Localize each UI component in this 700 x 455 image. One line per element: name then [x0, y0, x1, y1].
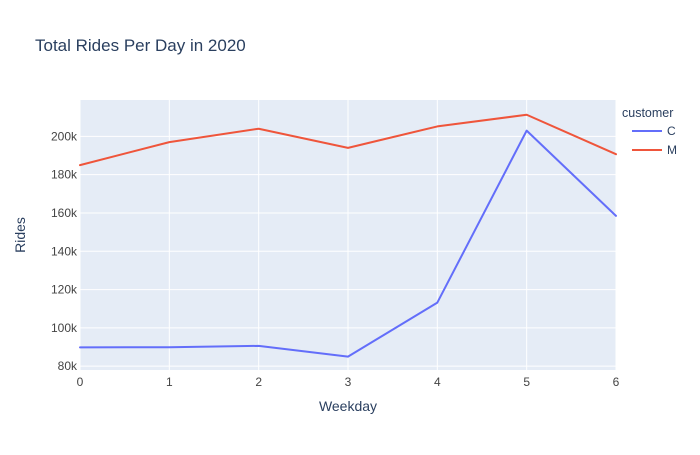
x-axis-ticks: 0 1 2 3 4 5 6 — [77, 375, 620, 389]
x-tick-label: 6 — [613, 375, 620, 389]
x-tick-label: 2 — [255, 375, 262, 389]
legend-label-m: M — [667, 143, 677, 157]
grid-lines — [79, 100, 617, 370]
y-tick-label: 160k — [51, 206, 78, 220]
y-axis-ticks: 80k 100k 120k 140k 160k 180k 200k — [51, 129, 78, 373]
x-tick-label: 3 — [345, 375, 352, 389]
series-lines — [79, 113, 617, 358]
legend-label-c: C — [667, 124, 676, 138]
chart-title: Total Rides Per Day in 2020 — [35, 36, 246, 55]
x-tick-label: 1 — [166, 375, 173, 389]
x-axis-label: Weekday — [319, 398, 377, 414]
y-tick-label: 180k — [51, 168, 78, 182]
x-tick-label: 0 — [77, 375, 84, 389]
x-tick-label: 4 — [434, 375, 441, 389]
y-tick-label: 140k — [51, 244, 78, 258]
series-line-m — [79, 113, 617, 167]
x-tick-label: 5 — [523, 375, 530, 389]
y-tick-label: 120k — [51, 283, 78, 297]
series-line-c — [79, 129, 617, 358]
y-tick-label: 80k — [58, 359, 78, 373]
legend-items: CM — [632, 124, 677, 157]
legend-title: customer — [622, 106, 673, 120]
y-tick-label: 200k — [51, 129, 78, 143]
legend: customer CM — [622, 106, 677, 157]
y-axis-label: Rides — [12, 217, 28, 253]
y-tick-label: 100k — [51, 321, 78, 335]
